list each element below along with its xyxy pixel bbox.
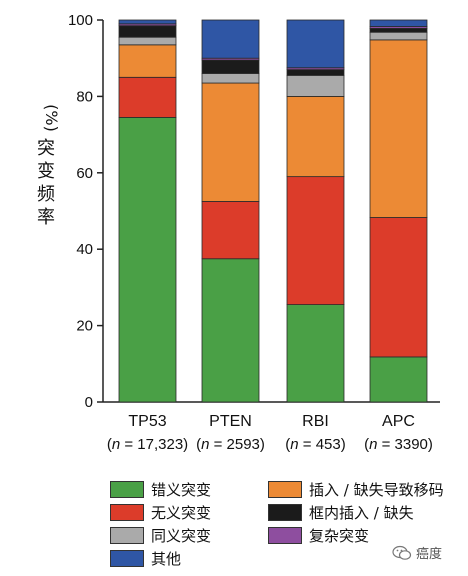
bar-segment: [369, 31, 428, 41]
y-axis-label-char: 突: [37, 138, 55, 159]
bar-segment: [201, 201, 260, 260]
bar-segment: [286, 96, 345, 178]
bar-segment: [201, 258, 260, 403]
watermark: 癌度: [392, 543, 442, 562]
x-tick-sublabel: (n = 2593): [196, 436, 265, 453]
y-axis-label-unit: (%): [42, 104, 61, 132]
bar-segment: [118, 44, 177, 78]
bar-segment: [369, 217, 428, 358]
x-tick-label: APC: [382, 413, 415, 430]
watermark-text: 癌度: [416, 547, 443, 562]
bar-segment: [286, 19, 345, 69]
bar-segment: [286, 74, 345, 97]
bar-segment: [286, 69, 345, 76]
x-tick-sublabel: (n = 17,323): [107, 436, 188, 453]
bar-segment: [118, 19, 177, 25]
x-tick-label: PTEN: [209, 413, 252, 430]
y-axis-label-char: 频: [37, 184, 55, 205]
bar-segment: [201, 19, 260, 59]
bar-segment: [118, 25, 177, 38]
bar-segment: [369, 39, 428, 218]
x-tick-label: TP53: [128, 413, 166, 430]
y-tick-label: 0: [85, 394, 93, 411]
x-tick-label: RBI: [302, 413, 329, 430]
bars: [118, 19, 428, 403]
bar-segment: [201, 73, 260, 84]
bar-segment: [369, 28, 428, 33]
x-tick-sublabel: (n = 453): [285, 436, 345, 453]
y-tick-label: 100: [68, 12, 93, 29]
bar-segment: [201, 82, 260, 202]
bar-segment: [369, 19, 428, 27]
x-tick-sublabel: (n = 3390): [364, 436, 433, 453]
bar-segment: [286, 304, 345, 403]
y-axis-label-char: 变: [37, 161, 55, 182]
bar-segment: [118, 117, 177, 403]
y-tick-label: 20: [76, 318, 93, 335]
bar-segment: [369, 356, 428, 403]
y-axis-label-char: 率: [37, 207, 55, 228]
bar-segment: [201, 59, 260, 74]
y-tick-label: 60: [76, 165, 93, 182]
bar-segment: [118, 36, 177, 46]
wechat-icon: [392, 545, 412, 560]
bar-segment: [118, 76, 177, 118]
y-tick-label: 40: [76, 241, 93, 258]
y-tick-label: 80: [76, 88, 93, 105]
bar-segment: [286, 176, 345, 305]
